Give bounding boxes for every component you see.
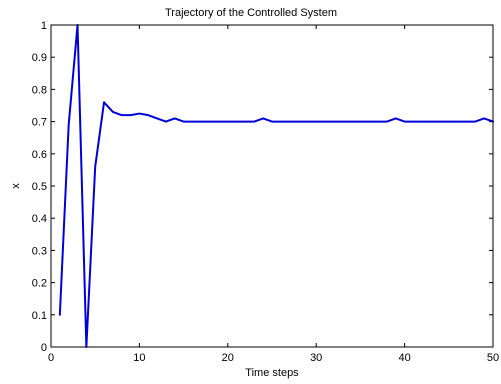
x-tick-label: 30 xyxy=(310,352,322,364)
y-axis-label: x xyxy=(10,183,22,189)
chart-title: Trajectory of the Controlled System xyxy=(165,7,337,19)
x-tick-label: 0 xyxy=(48,352,54,364)
ticks-layer: 0 10 20 30 40 50 0 0.1 0.2 0.3 0.4 0.5 0.6 0.7 0.8 0.9 1 xyxy=(32,20,499,364)
y-tick-label: 0.2 xyxy=(32,278,47,290)
plot-background xyxy=(51,25,493,347)
y-tick-label: 0.3 xyxy=(32,245,47,257)
y-tick-label: 0.1 xyxy=(32,310,47,322)
y-tick-label: 0.9 xyxy=(32,52,47,64)
y-tick-label: 0.7 xyxy=(32,117,47,129)
series-line xyxy=(58,24,494,348)
x-tick-label: 10 xyxy=(133,352,145,364)
y-tick-label: 0.8 xyxy=(32,84,47,96)
y-tick-label: 0 xyxy=(41,342,47,354)
x-tick-label: 20 xyxy=(222,352,234,364)
x-tick-label: 40 xyxy=(398,352,410,364)
series-layer xyxy=(58,24,494,348)
plot-frame xyxy=(50,24,494,348)
y-tick-label: 1 xyxy=(41,20,47,32)
y-tick-label: 0.5 xyxy=(32,181,47,193)
x-tick-label: 50 xyxy=(487,352,499,364)
y-tick-label: 0.4 xyxy=(32,213,47,225)
y-tick-label: 0.6 xyxy=(32,149,47,161)
x-axis-label: Time steps xyxy=(245,367,299,379)
